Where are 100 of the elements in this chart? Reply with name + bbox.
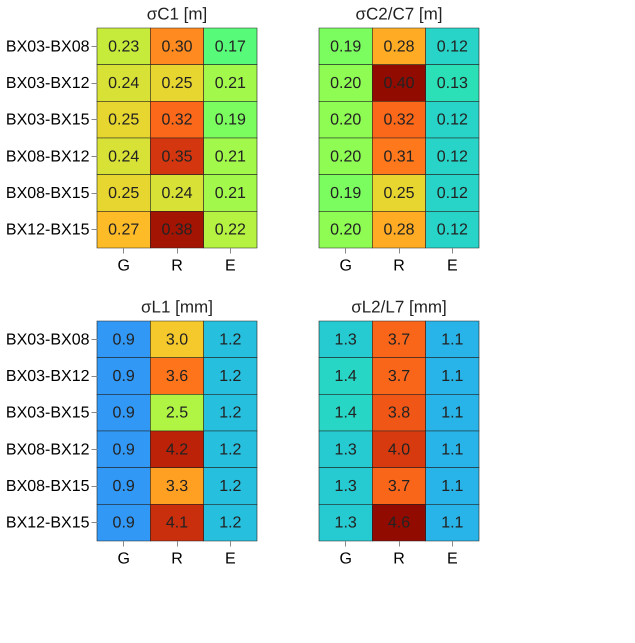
data-label: 1.2	[219, 441, 242, 458]
x-tick-label: E	[224, 550, 236, 568]
y-tick-label: BX08-BX15	[6, 185, 90, 202]
x-tick-label: R	[171, 550, 183, 568]
data-label: 0.12	[436, 185, 468, 202]
data-label: 0.19	[214, 112, 246, 129]
data-label: 4.2	[166, 441, 188, 458]
data-label: 0.22	[214, 222, 246, 239]
x-tick-label: G	[339, 258, 352, 274]
data-label: 1.3	[334, 478, 357, 495]
x-tick-label: G	[117, 258, 130, 274]
data-label: 0.31	[383, 148, 415, 166]
data-label: 0.9	[112, 404, 135, 422]
data-label: 1.1	[441, 404, 464, 422]
data-label: 3.7	[388, 331, 410, 348]
y-tick-label: BX03-BX08	[6, 38, 90, 56]
data-label: 0.38	[161, 222, 193, 239]
y-tick-label: BX08-BX12	[6, 441, 90, 458]
data-label: 0.24	[108, 75, 140, 92]
data-label: 1.2	[219, 404, 242, 422]
y-tick-label: BX08-BX15	[6, 478, 90, 495]
chart-title: σC2/C7 [m]	[355, 4, 443, 24]
data-label: 0.27	[108, 222, 140, 239]
x-tick-label: E	[446, 258, 458, 274]
data-label: 0.25	[161, 75, 193, 92]
data-label: 1.1	[441, 368, 464, 385]
data-label: 0.24	[108, 148, 140, 166]
x-tick-label: G	[339, 550, 352, 568]
data-label: 1.4	[334, 368, 357, 385]
data-label: 0.21	[214, 148, 246, 166]
y-tick-label: BX03-BX12	[6, 75, 90, 92]
y-tick-label: BX03-BX15	[6, 112, 90, 129]
data-label: 4.0	[388, 441, 410, 458]
x-tick-label: R	[393, 258, 405, 274]
data-label: 0.28	[383, 38, 415, 56]
x-tick-label: R	[393, 550, 405, 568]
data-label: 0.9	[112, 331, 135, 348]
data-label: 1.2	[219, 331, 242, 348]
data-label: 0.25	[108, 112, 140, 129]
data-label: 1.2	[219, 514, 242, 532]
y-tick-label: BX03-BX12	[6, 368, 90, 385]
data-label: 1.4	[334, 404, 357, 422]
data-label: 0.20	[330, 75, 362, 92]
data-label: 1.3	[334, 514, 357, 532]
data-label: 0.9	[112, 441, 135, 458]
x-tick-label: E	[224, 258, 236, 274]
data-label: 1.3	[334, 441, 357, 458]
data-label: 1.3	[334, 331, 357, 348]
data-label: 0.9	[112, 514, 135, 532]
data-label: 0.19	[330, 185, 362, 202]
data-label: 1.1	[441, 478, 464, 495]
data-label: 0.35	[161, 148, 193, 166]
data-label: 0.20	[330, 222, 362, 239]
chart-title: σL2/L7 [mm]	[351, 298, 447, 317]
chart-title: σL1 [mm]	[141, 298, 213, 317]
data-label: 1.2	[219, 478, 242, 495]
x-tick-label: R	[171, 258, 183, 274]
data-label: 0.17	[214, 38, 246, 56]
data-label: 1.1	[441, 514, 464, 532]
data-label: 3.6	[166, 368, 188, 385]
data-label: 0.13	[436, 75, 468, 92]
data-label: 0.21	[214, 185, 246, 202]
data-label: 0.25	[383, 185, 415, 202]
y-tick-label: BX12-BX15	[6, 514, 90, 532]
chart-title: σC1 [m]	[146, 4, 208, 24]
data-label: 0.20	[330, 148, 362, 166]
data-label: 1.1	[441, 441, 464, 458]
data-label: 0.28	[383, 222, 415, 239]
data-label: 0.23	[108, 38, 140, 56]
data-label: 0.30	[161, 38, 193, 56]
data-label: 0.21	[214, 75, 246, 92]
y-tick-label: BX03-BX15	[6, 404, 90, 422]
data-label: 3.7	[388, 368, 410, 385]
y-tick-label: BX12-BX15	[6, 222, 90, 239]
data-label: 0.9	[112, 368, 135, 385]
data-label: 0.9	[112, 478, 135, 495]
x-tick-label: G	[117, 550, 130, 568]
data-label: 3.7	[388, 478, 410, 495]
data-label: 4.6	[388, 514, 410, 532]
data-label: 0.12	[436, 112, 468, 129]
data-label: 1.2	[219, 368, 242, 385]
data-label: 0.32	[161, 112, 193, 129]
data-label: 0.12	[436, 38, 468, 56]
data-label: 0.20	[330, 112, 362, 129]
data-label: 3.3	[166, 478, 188, 495]
data-label: 1.1	[441, 331, 464, 348]
data-label: 0.12	[436, 148, 468, 166]
data-label: 0.24	[161, 185, 193, 202]
y-tick-label: BX08-BX12	[6, 148, 90, 166]
data-label: 3.8	[388, 404, 410, 422]
data-label: 0.40	[383, 75, 415, 92]
data-label: 0.32	[383, 112, 415, 129]
data-label: 0.12	[436, 222, 468, 239]
data-label: 2.5	[166, 404, 188, 422]
data-label: 0.19	[330, 38, 362, 56]
data-label: 4.1	[166, 514, 188, 532]
y-tick-label: BX03-BX08	[6, 331, 90, 348]
x-tick-label: E	[446, 550, 458, 568]
data-label: 0.25	[108, 185, 140, 202]
data-label: 3.0	[166, 331, 188, 348]
